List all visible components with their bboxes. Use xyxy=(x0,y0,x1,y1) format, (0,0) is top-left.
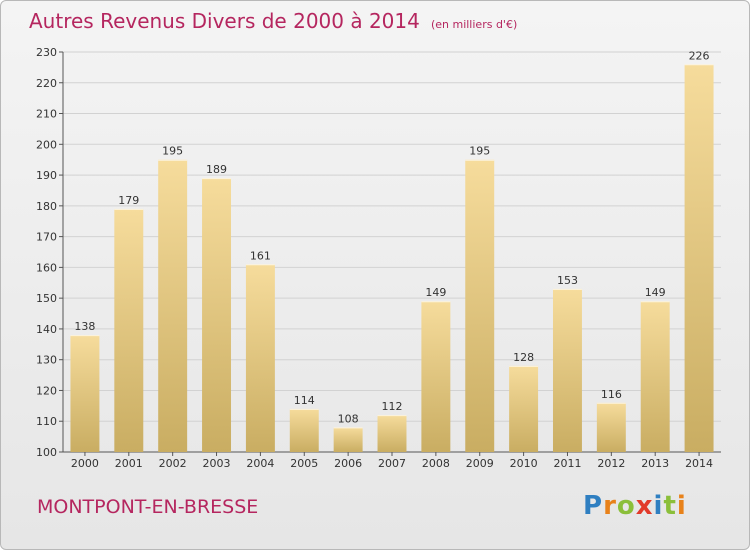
data-label: 161 xyxy=(250,249,271,262)
bar xyxy=(245,264,275,452)
logo-letter: x xyxy=(635,491,654,521)
data-label: 189 xyxy=(206,163,227,176)
bar xyxy=(684,64,714,453)
logo-letter: o xyxy=(616,491,636,521)
data-label: 153 xyxy=(557,274,578,287)
x-tick-label: 2011 xyxy=(553,457,581,470)
x-tick-label: 2002 xyxy=(159,457,187,470)
bar xyxy=(158,159,188,452)
logo-letter: i xyxy=(676,491,687,521)
bar xyxy=(465,159,495,452)
bar xyxy=(70,335,100,452)
x-tick-label: 2005 xyxy=(290,457,318,470)
y-tick-label: 150 xyxy=(36,292,57,305)
logo-letter: i xyxy=(653,491,664,521)
chart-title: Autres Revenus Divers de 2000 à 2014 (en… xyxy=(29,9,517,33)
y-tick-label: 120 xyxy=(36,384,57,397)
x-tick-label: 2004 xyxy=(246,457,274,470)
x-tick-label: 2009 xyxy=(466,457,494,470)
logo-letter: P xyxy=(583,491,604,521)
bars xyxy=(70,64,714,453)
data-label: 195 xyxy=(469,145,490,158)
y-tick-label: 100 xyxy=(36,446,57,459)
x-tick-label: 2003 xyxy=(203,457,231,470)
title-text: Autres Revenus Divers de 2000 à 2014 xyxy=(29,9,420,33)
axes: 100 110 120 130 140 150 160 170 180 190 200 210 220 2… xyxy=(36,46,721,470)
y-tick-label: 200 xyxy=(36,138,57,151)
data-label: 226 xyxy=(689,49,710,62)
title-unit: (en milliers d'€) xyxy=(430,18,518,31)
x-tick-label: 2012 xyxy=(597,457,625,470)
x-tick-label: 2007 xyxy=(378,457,406,470)
data-label: 128 xyxy=(513,351,534,364)
data-label: 195 xyxy=(162,145,183,158)
data-label: 149 xyxy=(425,286,446,299)
logo-letter: t xyxy=(663,491,677,521)
x-tick-label: 2000 xyxy=(71,457,99,470)
bar xyxy=(640,301,670,452)
bar xyxy=(377,415,407,452)
bar xyxy=(289,408,319,452)
x-tick-label: 2010 xyxy=(510,457,538,470)
logo-letter: r xyxy=(603,491,617,521)
data-label: 179 xyxy=(118,194,139,207)
x-tick-label: 2013 xyxy=(641,457,669,470)
bar xyxy=(552,288,582,452)
bar xyxy=(596,402,626,452)
y-tick-label: 210 xyxy=(36,108,57,121)
bar xyxy=(509,365,539,452)
labels: 138 179 195 189 161 114 108 112 149 195 128 153 116 1… xyxy=(74,49,709,425)
data-label: 112 xyxy=(382,400,403,413)
y-tick-label: 140 xyxy=(36,323,57,336)
bar xyxy=(333,427,363,452)
bar xyxy=(114,208,144,452)
x-tick-label: 2001 xyxy=(115,457,143,470)
data-label: 108 xyxy=(338,412,359,425)
x-tick-label: 2014 xyxy=(685,457,713,470)
y-tick-label: 160 xyxy=(36,261,57,274)
data-label: 149 xyxy=(645,286,666,299)
y-tick-label: 110 xyxy=(36,415,57,428)
bar xyxy=(202,178,232,452)
bar xyxy=(421,301,451,452)
y-tick-label: 180 xyxy=(36,200,57,213)
y-tick-label: 170 xyxy=(36,231,57,244)
x-tick-label: 2008 xyxy=(422,457,450,470)
y-tick-label: 220 xyxy=(36,77,57,90)
proxiti-logo: Proxiti xyxy=(583,491,687,521)
commune-name: MONTPONT-EN-BRESSE xyxy=(37,496,259,518)
y-tick-label: 190 xyxy=(36,169,57,182)
data-label: 116 xyxy=(601,388,622,401)
y-tick-label: 230 xyxy=(36,46,57,59)
y-tick-label: 130 xyxy=(36,354,57,367)
data-label: 114 xyxy=(294,394,315,407)
x-tick-label: 2006 xyxy=(334,457,362,470)
data-label: 138 xyxy=(74,320,95,333)
